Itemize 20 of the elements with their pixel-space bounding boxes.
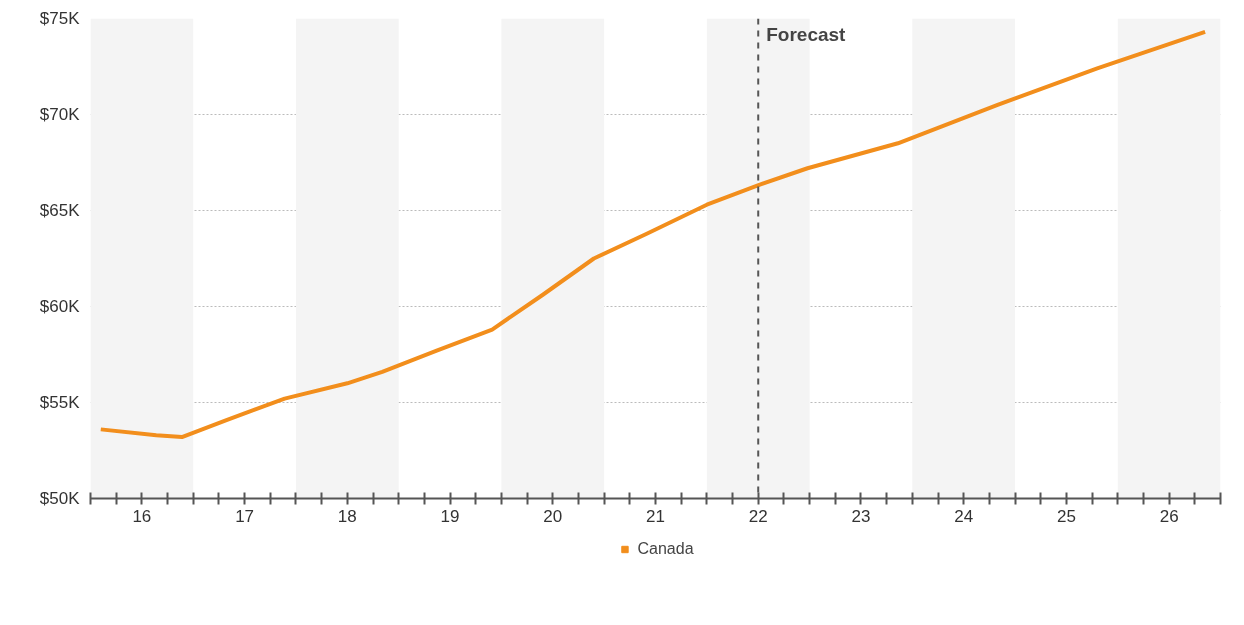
x-tick-label: 26 — [1159, 506, 1179, 526]
y-tick-label: $70K — [39, 105, 81, 124]
y-tick-label: $65K — [39, 201, 81, 220]
ref-line-label: Forecast — [766, 23, 847, 45]
y-tick-label: $60K — [39, 297, 81, 316]
legend-label: Canada — [637, 540, 694, 558]
x-tick-label: 18 — [337, 506, 357, 526]
y-tick-label: $75K — [39, 9, 81, 28]
x-tick-label: 20 — [543, 506, 563, 526]
x-tick-label: 23 — [851, 506, 871, 526]
x-tick-label: 16 — [132, 506, 152, 526]
y-tick-label: $50K — [39, 489, 81, 508]
x-tick-label: 25 — [1056, 506, 1076, 526]
x-tick-label: 21 — [646, 506, 665, 526]
x-tick-label: 17 — [235, 506, 255, 526]
x-tick-label: 22 — [748, 506, 768, 526]
line-series — [98, 29, 1208, 440]
x-tick-label: 24 — [954, 506, 974, 526]
y-tick-label: $55K — [39, 393, 81, 412]
x-tick-label: 19 — [440, 506, 460, 526]
